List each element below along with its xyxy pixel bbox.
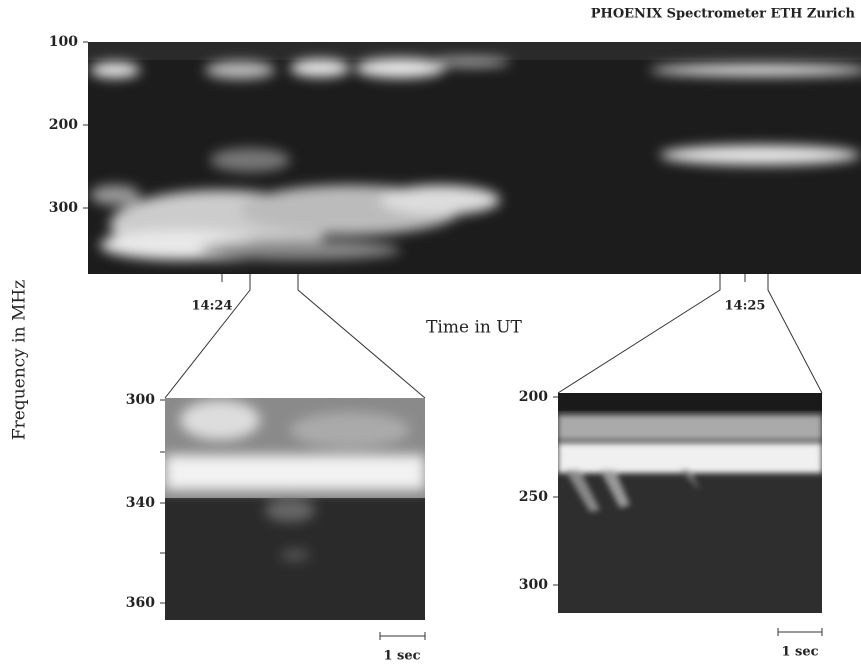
time-label: 14:24 (192, 299, 233, 314)
y-tick-label: 340 (126, 495, 155, 511)
main-spectrogram (88, 42, 861, 274)
y-tick-label: 360 (126, 595, 155, 611)
y-label: Frequency in MHz (10, 280, 30, 440)
scale-label: 1 sec (781, 645, 818, 660)
inset-spectrogram (165, 398, 425, 620)
y-tick-label: 250 (519, 489, 548, 505)
y-tick-label: 300 (126, 392, 155, 408)
time-label: 14:25 (725, 299, 766, 314)
y-tick-label: 300 (519, 577, 548, 593)
x-label: Time in UT (426, 318, 522, 338)
credit: PHOENIX Spectrometer ETH Zurich (591, 7, 856, 22)
inset-spectrogram (558, 393, 822, 613)
scale-label: 1 sec (383, 649, 420, 664)
y-tick-label: 200 (49, 117, 78, 133)
y-tick-label: 100 (49, 34, 78, 50)
y-tick-label: 300 (49, 200, 78, 216)
y-tick-label: 200 (519, 389, 548, 405)
